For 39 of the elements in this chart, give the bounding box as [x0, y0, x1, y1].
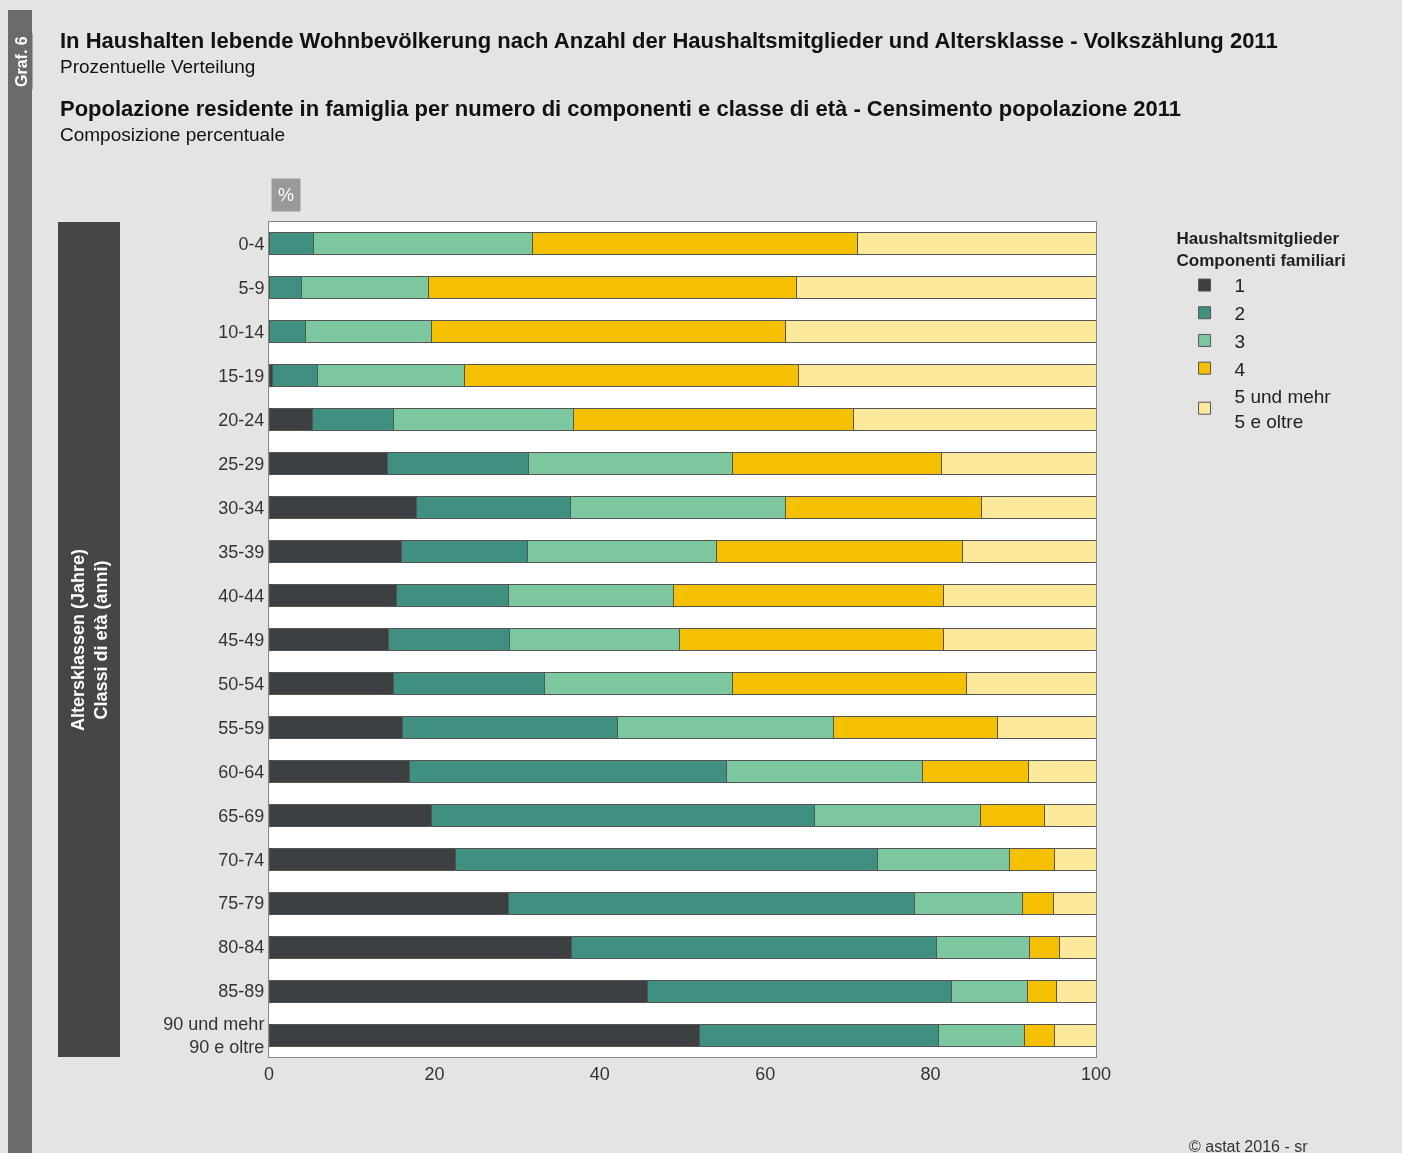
y-tick-label: 5-9 — [238, 278, 265, 299]
y-axis-title: Altersklassen (Jahre) Classi di età (anni) — [68, 548, 112, 731]
y-tick-label: 90 und mehr 90 e oltre — [163, 1013, 265, 1058]
chart-title: In Haushalten lebende Wohnbevölkerung nach Anzahl der Haushaltsmitglieder und Altersklasse - Volkszählung 2011 — [60, 28, 1278, 53]
y-tick-label: 20-24 — [218, 410, 265, 431]
legend-label: 3 — [1234, 330, 1246, 352]
y-tick-label: 60-64 — [218, 761, 265, 782]
x-tick-label: 100 — [1080, 1063, 1112, 1084]
x-tick-label: 40 — [589, 1063, 610, 1084]
text: Composizione percentuale — [60, 124, 285, 145]
y-tick-label: 0-4 — [238, 234, 265, 255]
y-tick-label: 10-14 — [218, 322, 265, 343]
x-tick-label: 20 — [424, 1063, 445, 1084]
y-tick-label: 75-79 — [218, 893, 265, 914]
y-tick-label: 55-59 — [218, 717, 265, 738]
y-tick-label: 50-54 — [218, 673, 265, 694]
x-tick-label: 60 — [755, 1063, 776, 1084]
x-tick-label: 80 — [920, 1063, 941, 1084]
y-tick-label: 15-19 — [218, 366, 265, 387]
text: © astat 2016 - sr — [1189, 1138, 1309, 1153]
chart-subtitle: Prozentuelle Verteilung — [60, 56, 256, 77]
text: Popolazione residente in famiglia per numero di componenti e classe di età - Censimento popolazione 2011 — [60, 96, 1182, 121]
y-tick-label: 65-69 — [218, 805, 265, 826]
legend-label: 2 — [1234, 303, 1246, 325]
y-tick-label: 40-44 — [218, 585, 265, 606]
legend-title: Haushaltsmitglieder Componenti familiari — [1176, 229, 1346, 271]
y-tick-label: 85-89 — [218, 981, 265, 1002]
x-axis-title: % — [278, 185, 295, 205]
y-tick-label: 30-34 — [218, 497, 265, 518]
y-tick-label: 45-49 — [218, 629, 265, 650]
legend-label: 1 — [1234, 275, 1246, 297]
y-tick-label: 25-29 — [218, 454, 265, 475]
y-tick-label: 35-39 — [218, 541, 265, 562]
legend-label: 4 — [1234, 358, 1246, 380]
y-tick-label: 80-84 — [218, 937, 265, 958]
text: Graf. 6 — [13, 36, 30, 87]
y-tick-label: 70-74 — [218, 849, 265, 870]
x-tick-label: 0 — [263, 1063, 275, 1084]
legend-label: 5 und mehr 5 e oltre — [1234, 386, 1332, 432]
